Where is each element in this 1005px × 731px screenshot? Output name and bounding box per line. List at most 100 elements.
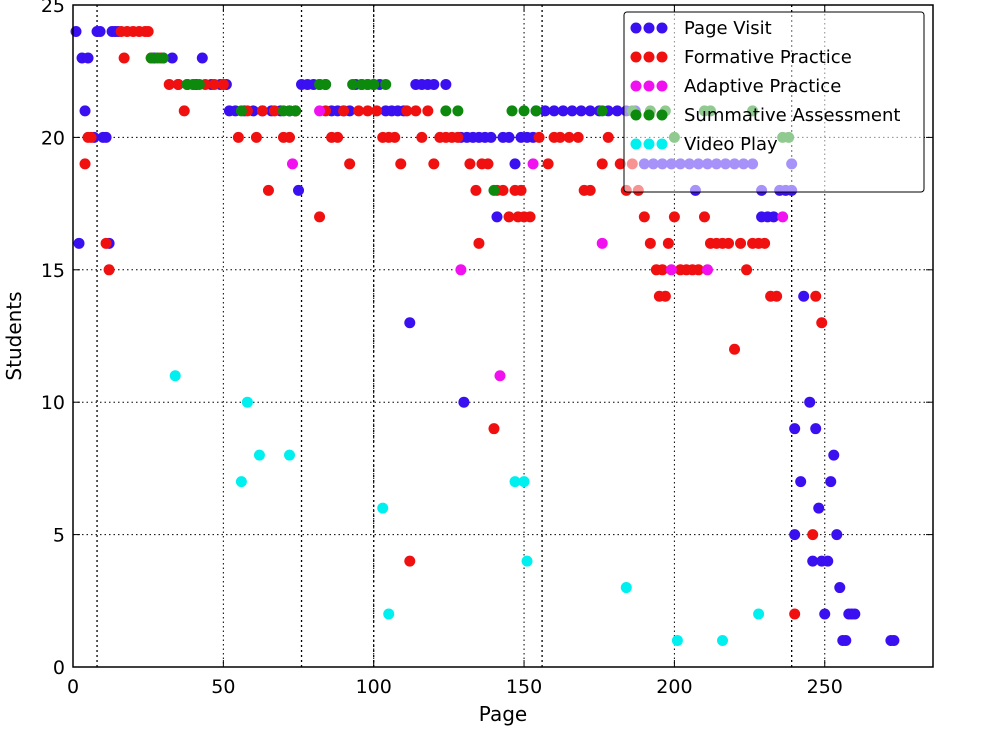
formative-practice-point bbox=[262, 184, 274, 196]
formative-practice-point bbox=[401, 105, 413, 117]
legend-marker bbox=[656, 51, 668, 63]
formative-practice-point bbox=[503, 211, 515, 223]
formative-practice-point bbox=[741, 264, 753, 276]
formative-practice-point bbox=[452, 131, 464, 143]
page-visit-point bbox=[795, 476, 807, 488]
formative-practice-point bbox=[584, 184, 596, 196]
page-visit-point bbox=[575, 105, 587, 117]
page-visit-point bbox=[485, 131, 497, 143]
page-visit-point bbox=[70, 25, 82, 37]
formative-practice-point bbox=[250, 131, 262, 143]
legend-marker bbox=[630, 22, 642, 34]
formative-practice-point bbox=[404, 555, 416, 567]
formative-practice-point bbox=[602, 131, 614, 143]
formative-practice-point bbox=[362, 105, 374, 117]
video-play-point bbox=[509, 476, 521, 488]
page-visit-point bbox=[440, 78, 452, 90]
formative-practice-point bbox=[488, 423, 500, 435]
formative-practice-point bbox=[554, 131, 566, 143]
formative-practice-point bbox=[698, 211, 710, 223]
formative-practice-point bbox=[668, 211, 680, 223]
summative-assessment-point bbox=[193, 78, 205, 90]
summative-assessment-point bbox=[518, 105, 530, 117]
adaptive-practice-point bbox=[596, 237, 608, 249]
formative-practice-point bbox=[497, 184, 509, 196]
formative-practice-point bbox=[473, 237, 485, 249]
formative-practice-point bbox=[759, 237, 771, 249]
formative-practice-point bbox=[100, 237, 112, 249]
page-visit-point bbox=[166, 52, 178, 64]
formative-practice-point bbox=[572, 131, 584, 143]
page-visit-point bbox=[825, 476, 837, 488]
summative-assessment-point bbox=[488, 184, 500, 196]
formative-practice-point bbox=[314, 211, 326, 223]
y-tick-label: 20 bbox=[41, 127, 65, 149]
page-visit-point bbox=[491, 211, 503, 223]
axis-ticks: 0 50 100 150 200 250 0 5 10 15 20 25 bbox=[41, 0, 933, 698]
legend-marker bbox=[643, 22, 655, 34]
x-tick-label: 150 bbox=[506, 676, 542, 698]
video-play-point bbox=[620, 582, 632, 594]
formative-practice-point bbox=[533, 131, 545, 143]
x-axis-label: Page bbox=[479, 702, 527, 726]
formative-practice-point bbox=[332, 131, 344, 143]
page-visit-point bbox=[804, 396, 816, 408]
page-visit-point bbox=[768, 211, 780, 223]
formative-practice-point bbox=[416, 131, 428, 143]
page-visit-point bbox=[458, 396, 470, 408]
formative-practice-point bbox=[142, 25, 154, 37]
x-tick-label: 200 bbox=[656, 676, 692, 698]
page-visit-point bbox=[819, 608, 831, 620]
page-visit-point bbox=[789, 529, 801, 541]
formative-practice-point bbox=[771, 290, 783, 302]
page-visit-point bbox=[584, 105, 596, 117]
formative-practice-point bbox=[428, 158, 440, 170]
formative-practice-point bbox=[79, 158, 91, 170]
video-play-point bbox=[383, 608, 395, 620]
page-visit-point bbox=[888, 635, 900, 647]
legend-label: Summative Assessment bbox=[684, 105, 900, 126]
y-axis-label: Students bbox=[2, 291, 26, 380]
summative-assessment-point bbox=[368, 78, 380, 90]
formative-practice-point bbox=[371, 105, 383, 117]
page-visit-point bbox=[789, 423, 801, 435]
summative-assessment-point bbox=[290, 105, 302, 117]
formative-practice-point bbox=[464, 158, 476, 170]
formative-practice-point bbox=[268, 105, 280, 117]
formative-practice-point bbox=[118, 52, 130, 64]
page-visit-point bbox=[73, 237, 85, 249]
page-visit-point bbox=[840, 635, 852, 647]
page-visit-point bbox=[539, 105, 551, 117]
x-tick-label: 0 bbox=[67, 676, 79, 698]
formative-practice-point bbox=[638, 211, 650, 223]
adaptive-practice-point bbox=[777, 211, 789, 223]
page-visit-point bbox=[831, 529, 843, 541]
summative-assessment-point bbox=[320, 78, 332, 90]
legend-box bbox=[623, 11, 925, 193]
summative-assessment-point bbox=[380, 78, 392, 90]
x-tick-label: 250 bbox=[807, 676, 843, 698]
formative-practice-point bbox=[232, 131, 244, 143]
y-tick-label: 0 bbox=[53, 657, 65, 679]
y-tick-label: 5 bbox=[53, 525, 65, 547]
page-visit-point bbox=[79, 105, 91, 117]
page-visit-point bbox=[548, 105, 560, 117]
legend-marker bbox=[630, 51, 642, 63]
summative-assessment-point bbox=[530, 105, 542, 117]
page-visit-point bbox=[807, 555, 819, 567]
y-tick-label: 25 bbox=[41, 0, 65, 17]
adaptive-practice-point bbox=[314, 105, 326, 117]
summative-assessment-point bbox=[440, 105, 452, 117]
legend-marker bbox=[656, 109, 668, 121]
video-play-point bbox=[284, 449, 296, 461]
page-visit-point bbox=[813, 502, 825, 514]
formative-practice-point bbox=[723, 237, 735, 249]
formative-practice-point bbox=[217, 78, 229, 90]
x-tick-label: 50 bbox=[211, 676, 235, 698]
legend-label: Adaptive Practice bbox=[684, 76, 841, 97]
video-play-point bbox=[717, 635, 729, 647]
page-visit-point bbox=[828, 449, 840, 461]
summative-assessment-point bbox=[596, 105, 608, 117]
page-visit-point bbox=[822, 555, 834, 567]
legend-marker bbox=[643, 138, 655, 150]
